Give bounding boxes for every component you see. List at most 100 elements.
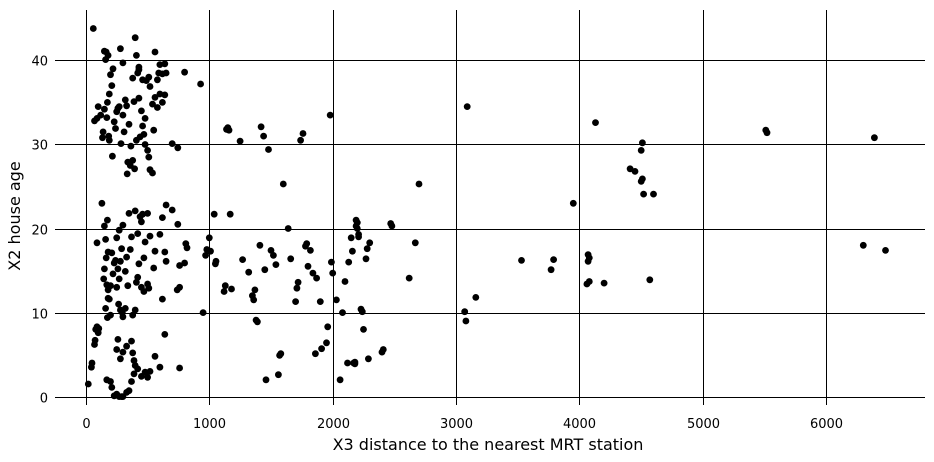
data-point bbox=[110, 118, 118, 126]
data-point bbox=[119, 221, 127, 229]
data-point bbox=[140, 288, 148, 295]
data-point bbox=[146, 83, 154, 90]
y-tick-labels: 0 10 20 30 40 bbox=[31, 55, 48, 407]
data-point bbox=[118, 245, 125, 253]
y-tick-label: 40 bbox=[31, 55, 48, 70]
data-point bbox=[518, 257, 525, 264]
data-point bbox=[257, 123, 265, 131]
data-point bbox=[260, 132, 267, 140]
data-point bbox=[303, 240, 311, 248]
data-point bbox=[256, 241, 264, 249]
data-point bbox=[637, 147, 645, 154]
data-point bbox=[105, 90, 113, 98]
data-point bbox=[646, 276, 654, 284]
data-point bbox=[159, 99, 166, 106]
data-point bbox=[109, 270, 117, 278]
data-point bbox=[134, 230, 142, 238]
data-point bbox=[114, 265, 122, 273]
data-point bbox=[181, 259, 189, 267]
data-point bbox=[103, 114, 111, 121]
y-axis-label: X2 house age bbox=[5, 161, 24, 270]
data-point bbox=[112, 125, 119, 132]
data-point bbox=[592, 119, 599, 126]
data-point bbox=[117, 257, 124, 265]
data-point bbox=[135, 260, 143, 268]
data-point bbox=[207, 247, 214, 255]
data-point bbox=[107, 378, 114, 385]
data-point bbox=[144, 373, 152, 381]
data-point bbox=[129, 74, 137, 82]
data-point bbox=[461, 308, 469, 316]
data-point bbox=[236, 137, 244, 145]
data-point bbox=[650, 190, 657, 198]
data-point bbox=[128, 337, 135, 345]
data-point bbox=[349, 247, 356, 255]
x-tick-label: 1000 bbox=[193, 417, 226, 432]
data-point bbox=[341, 278, 349, 285]
data-point bbox=[284, 225, 292, 232]
data-point bbox=[141, 141, 149, 148]
data-point bbox=[105, 136, 113, 144]
data-point bbox=[123, 102, 130, 110]
data-point bbox=[324, 323, 332, 331]
data-point bbox=[328, 258, 335, 266]
data-point bbox=[277, 350, 285, 358]
data-point bbox=[161, 91, 169, 99]
data-point bbox=[411, 239, 419, 247]
data-point bbox=[136, 133, 144, 141]
data-point bbox=[363, 245, 371, 253]
data-point bbox=[145, 153, 153, 161]
x-tick-label: 3000 bbox=[440, 417, 473, 432]
data-point bbox=[221, 282, 229, 290]
data-point bbox=[131, 306, 139, 314]
data-point bbox=[130, 370, 138, 378]
data-point bbox=[149, 169, 156, 177]
y-gridlines bbox=[55, 60, 925, 398]
data-point bbox=[199, 309, 207, 316]
data-point bbox=[101, 105, 108, 113]
data-point bbox=[168, 140, 176, 148]
data-point bbox=[326, 111, 334, 119]
data-point bbox=[472, 294, 480, 301]
data-point bbox=[151, 247, 159, 255]
data-point bbox=[220, 288, 228, 295]
data-point bbox=[181, 68, 189, 76]
data-point bbox=[124, 282, 132, 290]
data-point bbox=[99, 128, 107, 136]
data-point bbox=[151, 352, 159, 360]
data-point bbox=[156, 363, 164, 371]
data-point bbox=[316, 298, 324, 305]
x-gridlines bbox=[86, 10, 827, 405]
data-point bbox=[162, 257, 170, 265]
data-point bbox=[102, 236, 109, 243]
data-point bbox=[226, 210, 234, 218]
y-tick-label: 20 bbox=[31, 224, 48, 239]
data-point bbox=[115, 300, 122, 308]
data-point bbox=[104, 314, 111, 321]
data-point bbox=[123, 253, 130, 261]
data-point bbox=[462, 317, 470, 325]
data-point bbox=[345, 258, 353, 266]
data-point bbox=[313, 274, 320, 282]
data-point bbox=[347, 234, 355, 242]
data-point bbox=[871, 134, 878, 142]
y-tick-label: 10 bbox=[31, 308, 48, 323]
data-point bbox=[212, 257, 220, 265]
data-point bbox=[162, 69, 170, 77]
data-point bbox=[129, 349, 137, 357]
data-point bbox=[89, 25, 97, 32]
data-point bbox=[294, 278, 302, 286]
data-point bbox=[119, 59, 127, 67]
data-point bbox=[251, 286, 259, 294]
data-point bbox=[415, 180, 423, 188]
x-tick-labels: 0 1000 2000 3000 4000 5000 6000 bbox=[82, 417, 843, 432]
data-point bbox=[583, 280, 591, 288]
data-point bbox=[108, 384, 116, 391]
data-point bbox=[113, 283, 121, 291]
data-point bbox=[117, 355, 124, 363]
x-axis-label: X3 distance to the nearest MRT station bbox=[333, 435, 644, 454]
data-point bbox=[272, 261, 280, 268]
data-point bbox=[115, 103, 123, 110]
data-point bbox=[134, 365, 142, 373]
data-point bbox=[360, 326, 367, 333]
